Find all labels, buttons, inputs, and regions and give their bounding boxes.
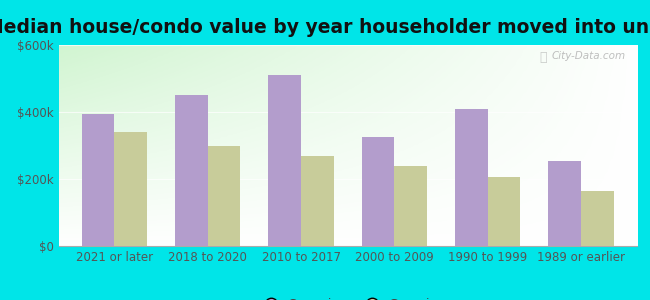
Bar <box>581 191 614 246</box>
Bar <box>175 95 208 246</box>
Bar <box>395 166 427 246</box>
Text: City-Data.com: City-Data.com <box>551 51 625 61</box>
Bar <box>549 160 581 246</box>
Bar <box>488 177 521 246</box>
Text: ⦾: ⦾ <box>540 51 547 64</box>
Bar <box>82 114 114 246</box>
Bar <box>362 137 395 246</box>
Text: Median house/condo value by year householder moved into unit: Median house/condo value by year househo… <box>0 18 650 37</box>
Bar <box>114 132 147 246</box>
Bar <box>301 155 333 246</box>
Legend: Cumming, Georgia: Cumming, Georgia <box>253 293 443 300</box>
Bar <box>455 109 488 246</box>
Bar <box>208 146 240 246</box>
Bar <box>268 75 301 246</box>
